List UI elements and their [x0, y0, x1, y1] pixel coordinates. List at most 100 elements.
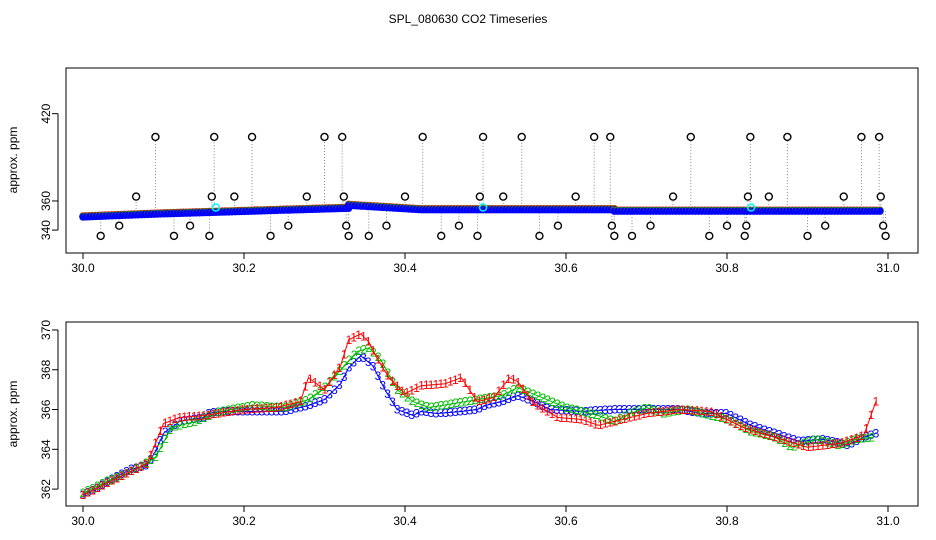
- series-3-marker: 3: [752, 420, 759, 434]
- series-2-marker: 2: [840, 437, 847, 451]
- bottom-y-tick-label: 364: [39, 439, 53, 459]
- series-3-marker: 3: [263, 405, 270, 419]
- series-1-marker: 1: [147, 448, 154, 462]
- series-3-marker: 3: [249, 405, 256, 419]
- series-2-marker: 2: [864, 431, 871, 445]
- series-1-marker: 1: [689, 403, 696, 417]
- series-3-marker: 3: [491, 396, 498, 410]
- series-1-marker: 1: [645, 406, 652, 420]
- series-2-marker: 2: [336, 364, 343, 378]
- series-1-marker: 1: [365, 334, 372, 348]
- series-2-marker: 2: [404, 390, 411, 404]
- series-3-marker: 3: [611, 403, 618, 417]
- outlier-point: [535, 231, 544, 241]
- series-2-marker: 2: [617, 412, 624, 426]
- series-1-marker: 1: [399, 384, 406, 398]
- series-1-marker: 1: [810, 440, 817, 454]
- series-1-marker: 1: [143, 457, 150, 471]
- series-3-marker: 3: [123, 465, 130, 479]
- series-1-marker: 1: [761, 427, 768, 441]
- outlier-point: [606, 132, 615, 142]
- series-3-marker: 3: [408, 408, 415, 422]
- series-1-marker: 1: [205, 408, 212, 422]
- series-3-marker: 3: [495, 395, 502, 409]
- series-2-marker: 2: [201, 411, 208, 425]
- series-1-marker: 1: [176, 410, 183, 424]
- series-1-marker: 1: [790, 436, 797, 450]
- outlier-point: [740, 231, 749, 241]
- figure-title: SPL_080630 CO2 Timeseries: [389, 12, 548, 26]
- series-3-marker: 3: [641, 403, 648, 417]
- series-2-marker: 2: [477, 392, 484, 406]
- series-2-marker: 2: [675, 404, 682, 418]
- series-2-marker: 2: [312, 387, 319, 401]
- series-3-marker: 3: [172, 418, 179, 432]
- series-1-marker: 1: [829, 437, 836, 451]
- series-2-marker: 2: [646, 402, 653, 416]
- series-3-marker: 3: [278, 405, 285, 419]
- series-3-marker: 3: [143, 459, 150, 473]
- series-1-marker: 1: [824, 438, 831, 452]
- series-2-marker: 2: [423, 400, 430, 414]
- series-2-marker: 2: [283, 400, 290, 414]
- series-3-marker: 3: [191, 412, 198, 426]
- series-3-marker: 3: [186, 413, 193, 427]
- series-2-marker: 2: [781, 436, 788, 450]
- series-1-marker: 1: [114, 471, 121, 485]
- series-1-marker: 1: [863, 422, 870, 436]
- series-2-marker: 2: [84, 484, 91, 498]
- top-y-tick-label: 340: [39, 220, 53, 240]
- series-1-marker: 1: [684, 403, 691, 417]
- series-1-marker: 1: [848, 432, 855, 446]
- series-2-marker: 2: [452, 396, 459, 410]
- calibration-marker: [478, 203, 488, 212]
- series-2-marker: 2: [660, 406, 667, 420]
- outlier-point: [876, 192, 885, 201]
- series-1-marker: 1: [297, 394, 304, 408]
- series-3-marker: 3: [510, 390, 517, 404]
- series-3-marker: 3: [205, 406, 212, 420]
- series-3-marker: 3: [544, 401, 551, 415]
- series-1-marker: 1: [191, 409, 198, 423]
- series-2-marker: 2: [568, 402, 575, 416]
- series-1-marker: 1: [757, 426, 764, 440]
- series-2-marker: 2: [665, 406, 672, 420]
- series-1-marker: 1: [839, 436, 846, 450]
- series-3-marker: 3: [520, 391, 527, 405]
- series-2-marker: 2: [602, 411, 609, 425]
- series-3-marker: 3: [587, 404, 594, 418]
- series-1-marker: 1: [481, 393, 488, 407]
- series-1-marker: 1: [181, 410, 188, 424]
- bottom-y-tick-label: 362: [39, 479, 53, 499]
- series-2-marker: 2: [835, 438, 842, 452]
- outlier-point: [646, 221, 655, 230]
- series-2-marker: 2: [554, 397, 561, 411]
- series-2-marker: 2: [94, 479, 101, 493]
- series-2-marker: 2: [849, 434, 856, 448]
- top-y-tick-label: 420: [39, 103, 53, 123]
- series-2-marker: 2: [641, 401, 648, 415]
- top-x-tick-label: 30.4: [393, 261, 417, 275]
- series-2-marker: 2: [181, 417, 188, 431]
- series-3-marker: 3: [370, 359, 377, 373]
- series-1-marker: 1: [703, 404, 710, 418]
- series-3-marker: 3: [607, 403, 614, 417]
- series-1-marker: 1: [133, 462, 140, 476]
- outlier-point: [742, 221, 751, 230]
- series-2-marker: 2: [510, 383, 517, 397]
- series-1-marker: 1: [660, 404, 667, 418]
- series-3-marker: 3: [534, 396, 541, 410]
- series-3-marker: 3: [757, 421, 764, 435]
- series-1-marker: 1: [423, 378, 430, 392]
- series-3-marker: 3: [312, 396, 319, 410]
- series-2-marker: 2: [230, 402, 237, 416]
- series-2-marker: 2: [109, 472, 116, 486]
- series-3-marker: 3: [259, 405, 266, 419]
- bottom-x-tick-label: 30.0: [71, 514, 95, 528]
- top-x-tick-label: 30.0: [71, 261, 95, 275]
- series-2-marker: 2: [356, 344, 363, 358]
- top-y-tick-label: 360: [39, 191, 53, 211]
- series-3-marker: 3: [582, 404, 589, 418]
- bottom-y-tick-label: 370: [39, 320, 53, 340]
- series-2-marker: 2: [409, 394, 416, 408]
